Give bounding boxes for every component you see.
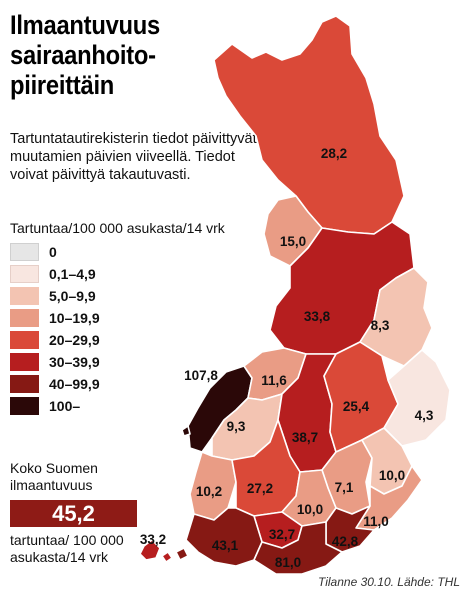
value-label-hus: 81,0 [275, 555, 301, 570]
region-lappi [213, 15, 405, 235]
value-label-ahvenanmaa: 33,2 [140, 532, 166, 547]
legend-item: 0,1–4,9 [10, 265, 190, 287]
legend-label: 0,1–4,9 [49, 266, 96, 282]
value-label-varsinais-suomi: 43,1 [212, 538, 239, 553]
value-label-satakunta: 10,2 [196, 484, 222, 499]
legend-label: 30–39,9 [49, 354, 100, 370]
legend-item: 5,0–9,9 [10, 287, 190, 309]
subtitle: Tartuntatautirekisterin tiedot päivittyv… [10, 131, 257, 183]
value-label-etela-pohjanmaa: 9,3 [227, 419, 246, 434]
legend-label: 20–29,9 [49, 332, 100, 348]
legend-swatch [10, 309, 39, 327]
legend-label: 100– [49, 398, 81, 414]
value-label-etela-karjala: 11,0 [363, 514, 389, 529]
value-label-kainuu: 8,3 [371, 318, 390, 333]
legend-swatch [10, 397, 39, 415]
legend-title: Tartuntaa/100 000 asukasta/14 vrk [10, 220, 225, 236]
legend-label: 5,0–9,9 [49, 288, 96, 304]
value-label-keski-pohjanmaa: 11,6 [261, 373, 287, 388]
value-label-etela-savo: 7,1 [335, 480, 354, 495]
legend-label: 0 [49, 244, 57, 260]
value-label-vaasa: 107,8 [184, 368, 218, 383]
legend-item: 100– [10, 397, 190, 419]
value-label-pohjois-pohjanmaa: 33,8 [304, 309, 331, 324]
legend-item: 10–19,9 [10, 309, 190, 331]
national-incidence-value: 45,2 [10, 500, 137, 527]
legend-item: 30–39,9 [10, 353, 190, 375]
value-label-ita-savo: 10,0 [379, 468, 405, 483]
legend-label: 40–99,9 [49, 376, 100, 392]
value-label-paijat-hame: 32,7 [269, 527, 295, 542]
legend-swatch [10, 331, 39, 349]
value-label-pohjois-savo: 25,4 [343, 399, 370, 414]
archipelago-island [181, 425, 191, 437]
legend-item: 0 [10, 243, 190, 265]
legend-swatch [10, 287, 39, 305]
region-ahvenanmaa [139, 539, 161, 561]
region-hus [253, 521, 343, 575]
region-varsinais-suomi [185, 507, 263, 567]
legend-label: 10–19,9 [49, 310, 100, 326]
value-label-keski-suomi: 38,7 [292, 430, 318, 445]
page-title: Ilmaantuvuus sairaanhoito-piireittäin [10, 10, 160, 100]
legend: 0 0,1–4,9 5,0–9,9 10–19,9 20–29,9 30–39,… [10, 243, 190, 419]
legend-item: 20–29,9 [10, 331, 190, 353]
value-label-kanta-hame: 10,0 [297, 502, 323, 517]
region-pohjois-karjala [383, 349, 451, 447]
national-incidence-unit: tartuntaa/ 100 000 asukasta/14 vrk [10, 532, 124, 565]
legend-swatch [10, 243, 39, 261]
value-label-lappi: 28,2 [321, 146, 347, 161]
legend-swatch [10, 375, 39, 393]
region-kainuu [359, 267, 433, 367]
archipelago-island [175, 547, 189, 561]
legend-swatch [10, 353, 39, 371]
national-incidence-title: Koko Suomen ilmaantuvuus [10, 460, 98, 493]
source-note: Tilanne 30.10. Lähde: THL [318, 575, 460, 589]
legend-item: 40–99,9 [10, 375, 190, 397]
archipelago-island [161, 551, 173, 563]
value-label-lansi-pohja: 15,0 [280, 234, 306, 249]
value-label-kymenlaakso: 42,8 [332, 534, 359, 549]
legend-swatch [10, 265, 39, 283]
value-label-pohjois-karjala: 4,3 [415, 408, 434, 423]
value-label-pirkanmaa: 27,2 [247, 481, 273, 496]
